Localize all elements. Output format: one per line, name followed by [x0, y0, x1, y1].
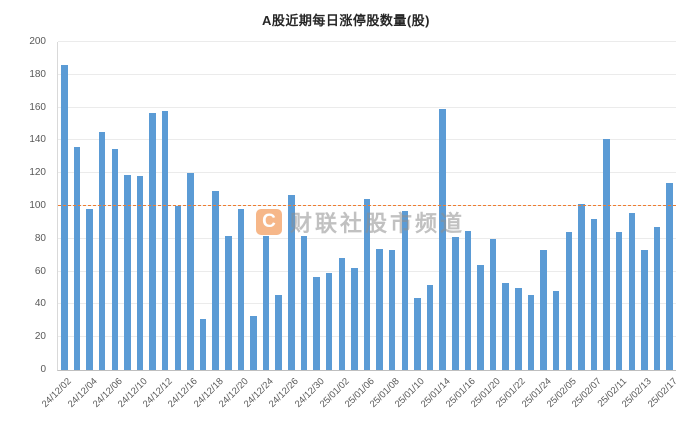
y-axis-label: 40	[34, 298, 46, 310]
bar	[262, 235, 270, 370]
bar	[325, 273, 333, 370]
bar	[477, 265, 484, 370]
bar	[98, 132, 106, 370]
bar	[464, 230, 472, 370]
bar	[212, 191, 219, 370]
bar	[376, 248, 383, 370]
y-axis-label: 120	[29, 167, 46, 179]
bar	[199, 319, 207, 370]
bar	[300, 235, 308, 370]
gridline	[58, 106, 676, 108]
bar	[653, 227, 661, 370]
y-axis-label: 160	[29, 101, 46, 113]
bar	[527, 294, 535, 370]
bar	[313, 276, 320, 370]
bar	[250, 315, 257, 370]
bar	[401, 210, 409, 370]
y-axis-label: 140	[29, 134, 46, 146]
chart-title: A股近期每日涨停股数量(股)	[261, 13, 431, 28]
gridline	[58, 172, 676, 174]
bar	[149, 112, 156, 370]
plot-area	[57, 41, 676, 371]
y-axis-label: 200	[29, 36, 46, 47]
bar	[161, 110, 169, 370]
y-axis-label: 60	[34, 265, 46, 277]
bar	[439, 109, 446, 370]
bar	[515, 288, 522, 370]
bar	[414, 297, 421, 370]
bar	[225, 235, 232, 370]
y-axis-label: 20	[34, 331, 46, 343]
bar	[489, 238, 497, 370]
bar	[237, 209, 245, 370]
gridline	[58, 73, 676, 75]
bar	[174, 206, 182, 370]
bar	[187, 173, 194, 370]
bar	[578, 204, 585, 370]
y-axis-label: 0	[40, 364, 46, 375]
bar	[641, 250, 648, 370]
bar	[590, 219, 598, 370]
bar	[124, 174, 131, 370]
bar	[502, 283, 509, 370]
gridline	[58, 139, 676, 141]
bar	[452, 237, 459, 370]
bar	[338, 258, 346, 370]
bar	[275, 294, 282, 370]
bar	[73, 146, 81, 370]
y-axis-label: 100	[29, 200, 46, 211]
bar	[136, 176, 144, 370]
x-axis: 24/12/02 24/12/04 24/12/06 24/12/10 24/12/12…	[40, 376, 680, 410]
bar	[363, 199, 371, 370]
bar	[666, 183, 673, 370]
bar	[628, 212, 636, 370]
bar	[351, 268, 358, 370]
bar	[288, 194, 295, 370]
bar	[615, 232, 623, 370]
reference-line-100	[58, 205, 676, 206]
y-axis-label: 180	[29, 68, 46, 80]
bar	[86, 209, 93, 370]
bar	[552, 291, 560, 370]
bar	[565, 232, 573, 370]
y-axis-label: 80	[34, 232, 46, 244]
bar	[540, 250, 547, 370]
y-axis: 0 20 40 60 80 100 120 140 160 180 200	[0, 36, 52, 375]
bar	[426, 284, 434, 370]
bar	[61, 64, 68, 370]
bar	[388, 250, 396, 370]
bar	[111, 148, 118, 370]
gridline	[58, 41, 676, 42]
bar	[603, 138, 610, 370]
